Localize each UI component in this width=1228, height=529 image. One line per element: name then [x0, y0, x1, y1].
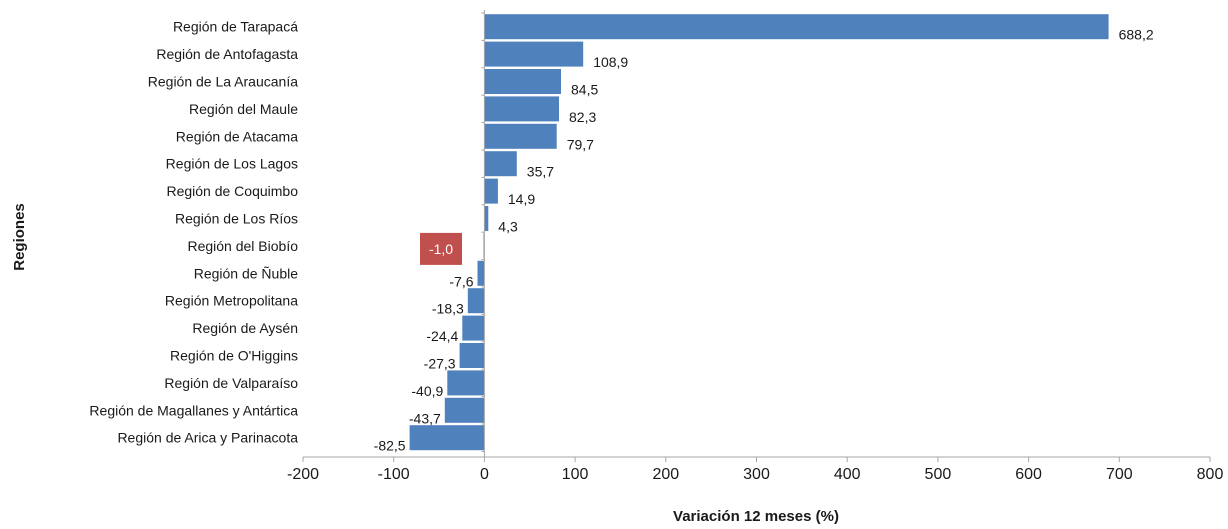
- category-label: Región de Tarapacá: [173, 19, 298, 35]
- data-label: -7,6: [449, 273, 473, 289]
- bar-11: [467, 288, 485, 314]
- bar-10: [477, 260, 485, 286]
- bar-1: [484, 14, 1109, 40]
- data-label: 688,2: [1119, 27, 1154, 43]
- y-axis-title: Regiones: [11, 203, 28, 271]
- highlight-label-box: [420, 232, 462, 265]
- x-tick-label: 200: [652, 466, 679, 483]
- x-axis-title: Variación 12 meses (%): [673, 508, 839, 525]
- data-label: -43,7: [409, 410, 441, 426]
- data-label: -27,3: [424, 356, 456, 372]
- category-label: Región del Biobío: [187, 238, 298, 254]
- data-label: 35,7: [527, 164, 554, 180]
- bar-3: [484, 69, 561, 94]
- category-label: Región de La Araucanía: [148, 74, 298, 90]
- data-label: -24,4: [426, 328, 458, 344]
- bar-8: [484, 206, 489, 231]
- bar-2: [484, 41, 584, 67]
- x-tick-label: 0: [480, 466, 489, 483]
- data-label-highlight: -1,0: [429, 241, 453, 257]
- category-label: Región de Magallanes y Antártica: [89, 402, 298, 418]
- category-label: Región de Aysén: [192, 320, 298, 336]
- x-tick-label: -100: [378, 466, 410, 483]
- category-label: Región de O'Higgins: [170, 348, 298, 364]
- category-label: Región de Ñuble: [194, 265, 299, 281]
- category-label: Región Metropolitana: [165, 293, 298, 309]
- x-tick-label: 300: [743, 466, 770, 483]
- bar-15: [444, 397, 485, 423]
- bar-6: [484, 151, 517, 177]
- bar-7: [484, 178, 498, 204]
- x-tick-label: 500: [925, 466, 952, 483]
- category-label: Región de Los Ríos: [175, 211, 298, 227]
- x-tick-label: -200: [287, 466, 319, 483]
- category-label: Región de Arica y Parinacota: [117, 430, 298, 446]
- axes-group: -200 -100 0 100 200 300 400 500 600 700 800: [287, 10, 1223, 483]
- data-label: 84,5: [571, 82, 598, 98]
- data-label: 14,9: [508, 191, 535, 207]
- x-tick-label: 600: [1015, 466, 1042, 483]
- category-label: Región de Los Lagos: [166, 156, 298, 172]
- data-label: -82,5: [374, 438, 406, 454]
- bar-12: [462, 315, 485, 341]
- data-label: 108,9: [593, 54, 628, 70]
- data-label: -40,9: [411, 383, 443, 399]
- data-label: -18,3: [432, 301, 464, 317]
- labels-group: Región de Tarapacá 688,2 Región de Antofag…: [89, 19, 1153, 454]
- data-label: 82,3: [569, 109, 596, 125]
- bar-14: [447, 370, 485, 396]
- bar-5: [484, 123, 557, 149]
- category-label: Región de Coquimbo: [166, 183, 298, 199]
- x-tick-label: 100: [562, 466, 589, 483]
- category-label: Región de Antofagasta: [156, 46, 298, 62]
- data-label: 4,3: [498, 219, 518, 235]
- x-tick-label: 400: [834, 466, 861, 483]
- bar-16: [409, 425, 485, 451]
- category-label: Región de Valparaíso: [164, 375, 298, 391]
- bar-4: [484, 96, 559, 122]
- bar-13: [459, 343, 485, 368]
- bars-group: [409, 14, 1109, 451]
- category-label: Región del Maule: [189, 101, 298, 117]
- category-label: Región de Atacama: [176, 128, 298, 144]
- data-label: 79,7: [567, 136, 594, 152]
- x-tick-label: 700: [1106, 466, 1133, 483]
- x-tick-label: 800: [1197, 466, 1224, 483]
